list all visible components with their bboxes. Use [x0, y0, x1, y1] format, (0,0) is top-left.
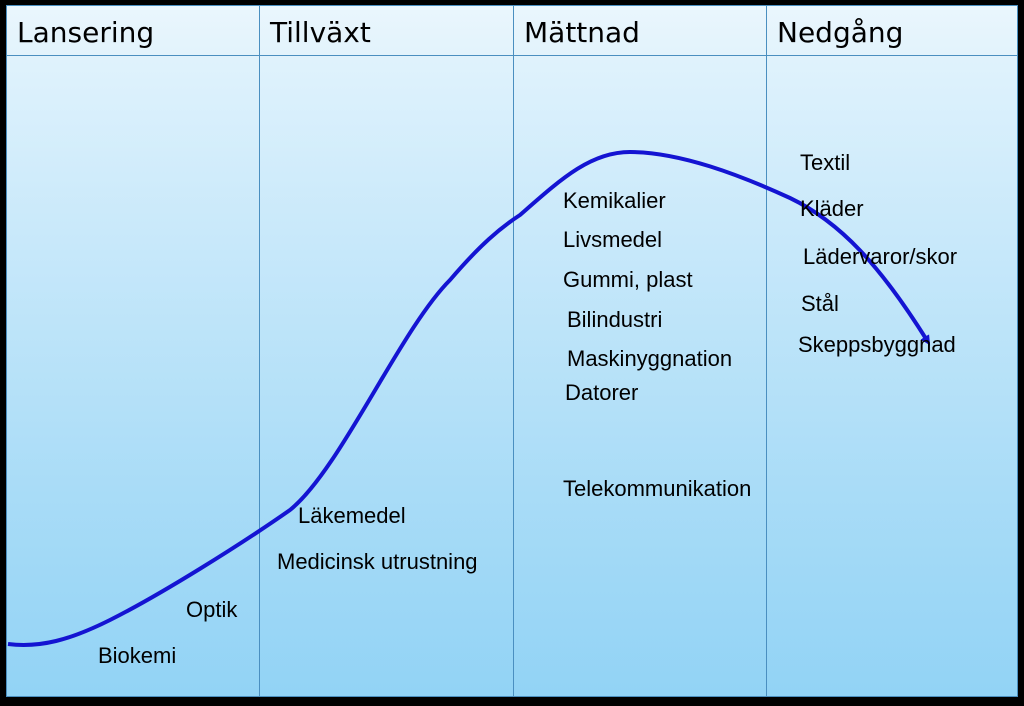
phase-divider: [513, 6, 514, 696]
industry-label-telekommunikation: Telekommunikation: [563, 476, 752, 501]
industry-label-biokemi: Biokemi: [98, 643, 177, 668]
industry-label-textil: Textil: [800, 150, 851, 175]
industry-label-gummi-plast: Gummi, plast: [563, 267, 693, 292]
industry-label-optik: Optik: [186, 597, 238, 622]
industry-label-medicinsk-utrustning: Medicinsk utrustning: [277, 549, 478, 574]
industry-label-lakemedel: Läkemedel: [298, 503, 406, 528]
industry-label-skeppsbyggnad: Skeppsbyggnad: [798, 332, 956, 357]
industry-label-ladervaror-skor: Lädervaror/skor: [803, 244, 958, 269]
phase-label-mattnad: Mättnad: [524, 16, 640, 49]
phase-divider: [766, 6, 767, 696]
industry-label-kemikalier: Kemikalier: [563, 188, 666, 213]
phase-label-tillvaxt: Tillväxt: [270, 16, 371, 49]
phase-header-band: [7, 6, 1017, 56]
phase-label-lansering: Lansering: [17, 16, 155, 49]
industry-label-maskinyggnation: Maskinyggnation: [567, 346, 733, 371]
industry-label-datorer: Datorer: [565, 380, 639, 405]
industry-label-bilindustri: Bilindustri: [567, 307, 663, 332]
industry-label-stal: Stål: [801, 291, 839, 316]
phase-label-nedgang: Nedgång: [777, 16, 904, 49]
industry-label-livsmedel: Livsmedel: [563, 227, 663, 252]
phase-divider: [259, 6, 260, 696]
industry-label-klader: Kläder: [800, 196, 864, 221]
